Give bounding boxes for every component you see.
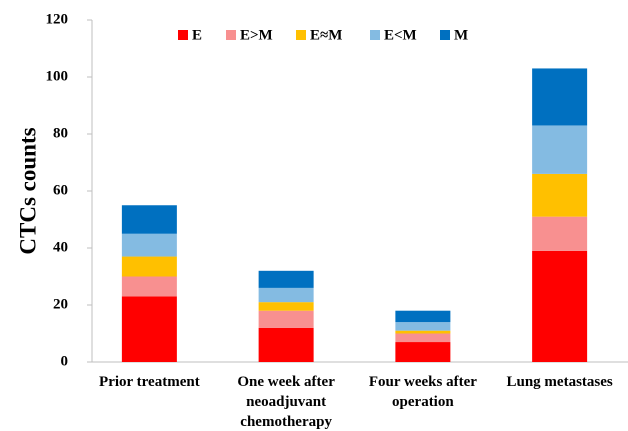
- bar-segment: [395, 310, 451, 323]
- legend-swatch: [296, 30, 306, 40]
- y-tick-label: 60: [53, 182, 68, 198]
- x-tick-label: Prior treatment: [99, 374, 200, 390]
- bar-segment: [121, 233, 177, 257]
- bar-segment: [532, 68, 588, 126]
- y-tick-label: 40: [53, 239, 68, 255]
- bar-segment: [532, 216, 588, 251]
- bar-segment: [121, 256, 177, 277]
- x-tick-label: Four weeks after operation: [368, 374, 477, 410]
- y-tick-label: 100: [46, 68, 69, 84]
- legend-label: E<M: [384, 27, 417, 43]
- bar-segment: [258, 327, 314, 362]
- bar-segment: [258, 302, 314, 311]
- bar-segment: [395, 330, 451, 334]
- legend-label: E≈M: [310, 27, 342, 43]
- bar-segment: [258, 287, 314, 303]
- legend-label: E>M: [240, 27, 273, 43]
- bar-segment: [121, 276, 177, 297]
- bar-segment: [121, 296, 177, 362]
- bar-segment: [258, 270, 314, 288]
- bar-segment: [532, 125, 588, 174]
- x-tick-label: Lung metastases: [506, 374, 613, 390]
- bar-segment: [395, 342, 451, 362]
- y-tick-label: 120: [46, 11, 69, 27]
- y-axis-label: CTCs counts: [15, 127, 40, 254]
- bar-segment: [121, 205, 177, 234]
- bar-segment: [258, 310, 314, 328]
- bar-segment: [395, 322, 451, 331]
- y-tick-label: 80: [53, 125, 68, 141]
- legend-swatch: [370, 30, 380, 40]
- bar-segment: [532, 250, 588, 362]
- legend-swatch: [440, 30, 450, 40]
- legend-label: E: [192, 27, 202, 43]
- y-tick-label: 0: [61, 353, 69, 369]
- legend-swatch: [226, 30, 236, 40]
- legend-label: M: [454, 27, 468, 43]
- legend-swatch: [178, 30, 188, 40]
- bar-segment: [395, 333, 451, 343]
- x-tick-label: One week after neoadjuvant chemotherapy: [237, 374, 335, 430]
- y-tick-label: 20: [53, 296, 68, 312]
- bar-segment: [532, 173, 588, 217]
